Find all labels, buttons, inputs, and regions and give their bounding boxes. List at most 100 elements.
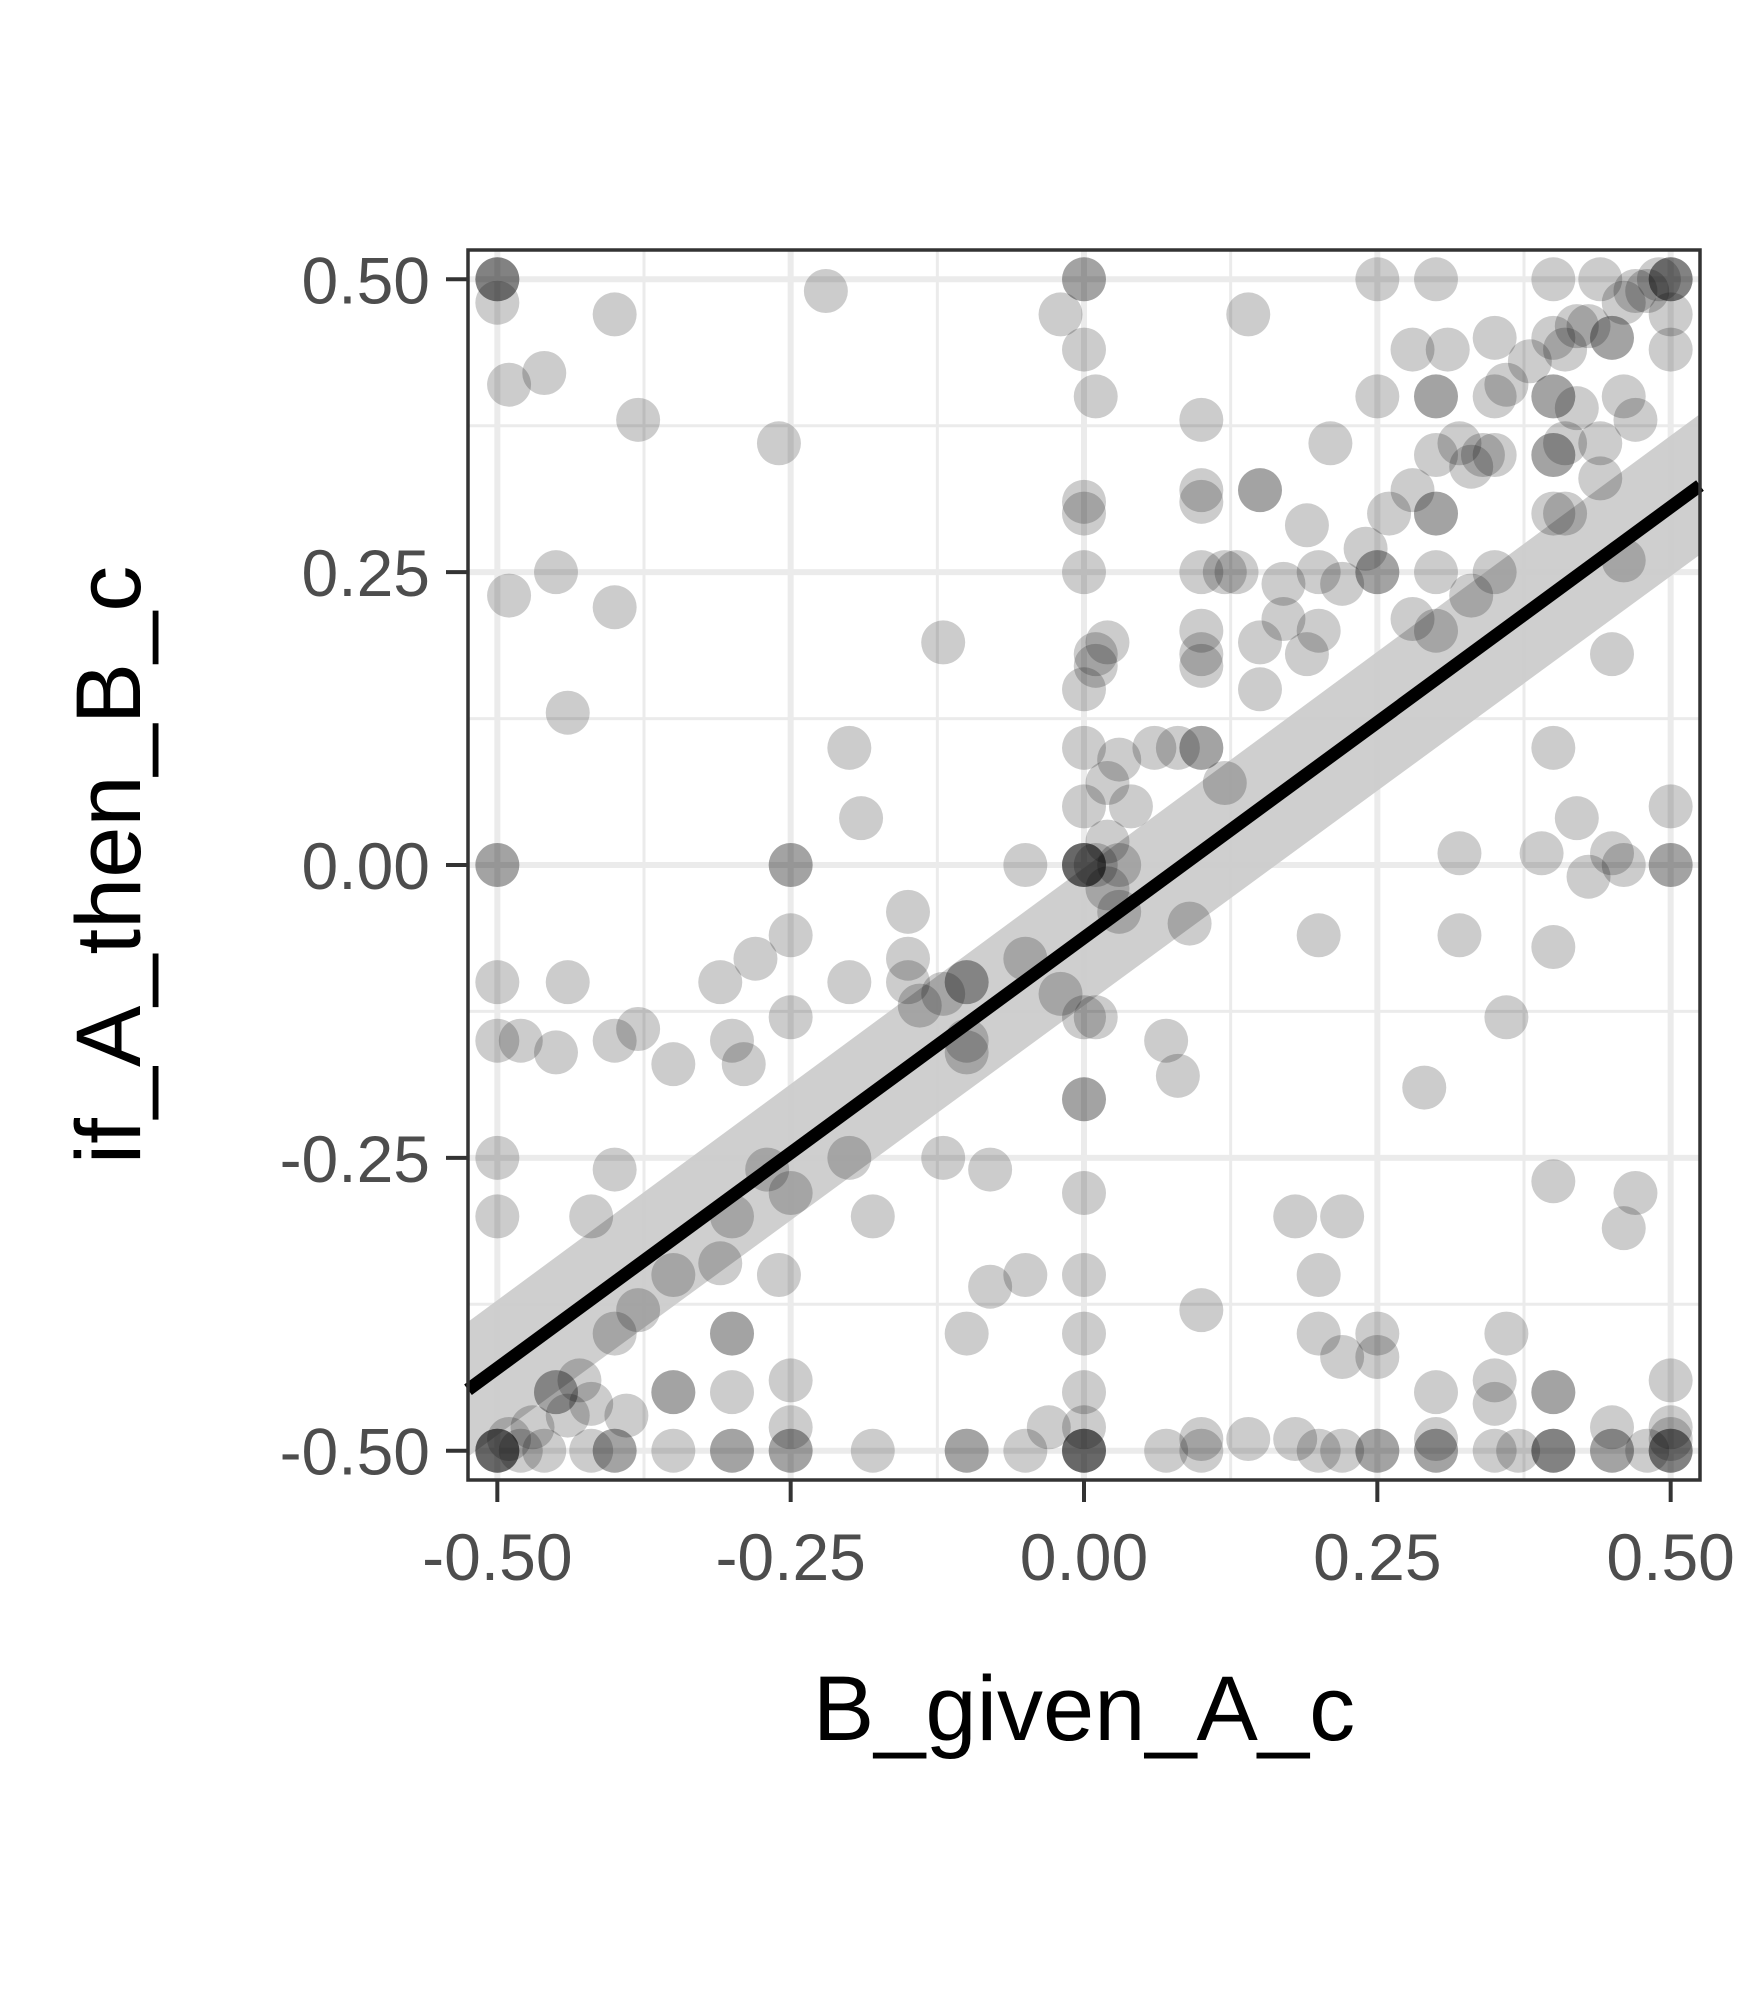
data-point [1296,608,1341,653]
data-point [1648,1405,1693,1450]
data-point [733,936,778,981]
x-tick-label: 0.00 [1020,1520,1148,1594]
data-point [1531,433,1576,477]
data-point [1554,386,1599,431]
data-point [1648,292,1693,337]
data-point [1554,304,1599,349]
data-point [944,1311,989,1356]
data-point [1085,866,1130,911]
data-point [475,1428,520,1473]
data-point [1238,468,1282,513]
data-point [522,351,567,395]
data-point [1062,843,1106,887]
data-point [1144,1018,1189,1063]
data-point [1062,667,1106,712]
data-point [1437,831,1482,876]
data-point [1543,421,1588,466]
data-point [1038,292,1083,337]
data-point [1390,327,1435,372]
data-point [616,1007,661,1051]
data-point [1414,433,1458,477]
data-point [522,1428,567,1473]
data-point [1355,374,1400,419]
data-point [1531,1370,1576,1415]
data-point [710,1428,754,1473]
data-point [1320,561,1365,606]
x-tick-label: -0.50 [422,1520,572,1594]
data-point [768,1171,813,1215]
data-point [1062,995,1106,1040]
data-point [1414,491,1458,536]
y-tick-label: 0.50 [302,243,430,317]
data-point [1484,362,1529,407]
data-point [1062,1370,1106,1415]
data-point [886,936,930,981]
data-point [1062,1171,1106,1215]
data-point [1073,632,1118,677]
data-point [1414,1370,1458,1415]
data-point [1085,761,1130,805]
data-point [1179,468,1224,513]
data-point [1613,397,1658,442]
data-point [768,1358,813,1403]
data-point [768,913,813,958]
data-point [1566,854,1611,899]
data-point [510,1405,555,1450]
data-point [1296,913,1341,958]
data-point [827,1135,872,1180]
regression-line-layer [464,480,1704,1396]
data-point [545,690,590,735]
data-point [1296,1311,1341,1356]
data-point [1613,269,1658,313]
data-point [1355,257,1400,302]
data-point [592,1147,637,1192]
data-point [592,1018,637,1063]
data-point [475,843,520,887]
data-point [1003,1428,1048,1473]
data-point [1472,374,1517,419]
data-point [569,1381,614,1426]
x-tick-label: 0.25 [1313,1520,1441,1594]
data-point [475,1018,520,1063]
data-point [1284,632,1329,677]
data-point [1367,491,1412,536]
data-point [557,1358,602,1403]
data-point [698,960,743,1005]
data-point [475,843,520,887]
data-point [1590,315,1634,360]
data-point [1202,550,1247,595]
data-point [1144,1428,1189,1473]
x-axis-title: B_given_A_c [813,1658,1355,1760]
data-point [651,1370,696,1415]
data-point [1238,468,1282,513]
data-point [1648,257,1693,302]
data-point [1543,491,1588,536]
data-point [1179,1288,1224,1333]
data-point [1296,1428,1341,1473]
data-point [1590,1428,1634,1473]
data-point [1179,1417,1224,1461]
data-point [1531,1159,1576,1204]
data-point [1284,503,1329,548]
data-point [1062,327,1106,372]
data-point [1414,550,1458,595]
data-point [1238,667,1282,712]
data-point [1038,971,1083,1016]
data-point [592,585,637,630]
data-point [1648,1428,1693,1473]
data-point [1179,479,1224,524]
data-point [1648,257,1693,302]
data-point [1496,1428,1541,1473]
data-point [651,1370,696,1415]
data-point [1648,257,1693,302]
data-point [1414,257,1458,302]
data-point [1179,725,1224,770]
data-point [1343,526,1388,571]
data-point [1320,1428,1365,1473]
data-point [1132,725,1177,770]
data-point [1062,1311,1106,1356]
data-point [1414,1428,1458,1473]
data-point [475,1194,520,1239]
data-point [944,1030,989,1075]
